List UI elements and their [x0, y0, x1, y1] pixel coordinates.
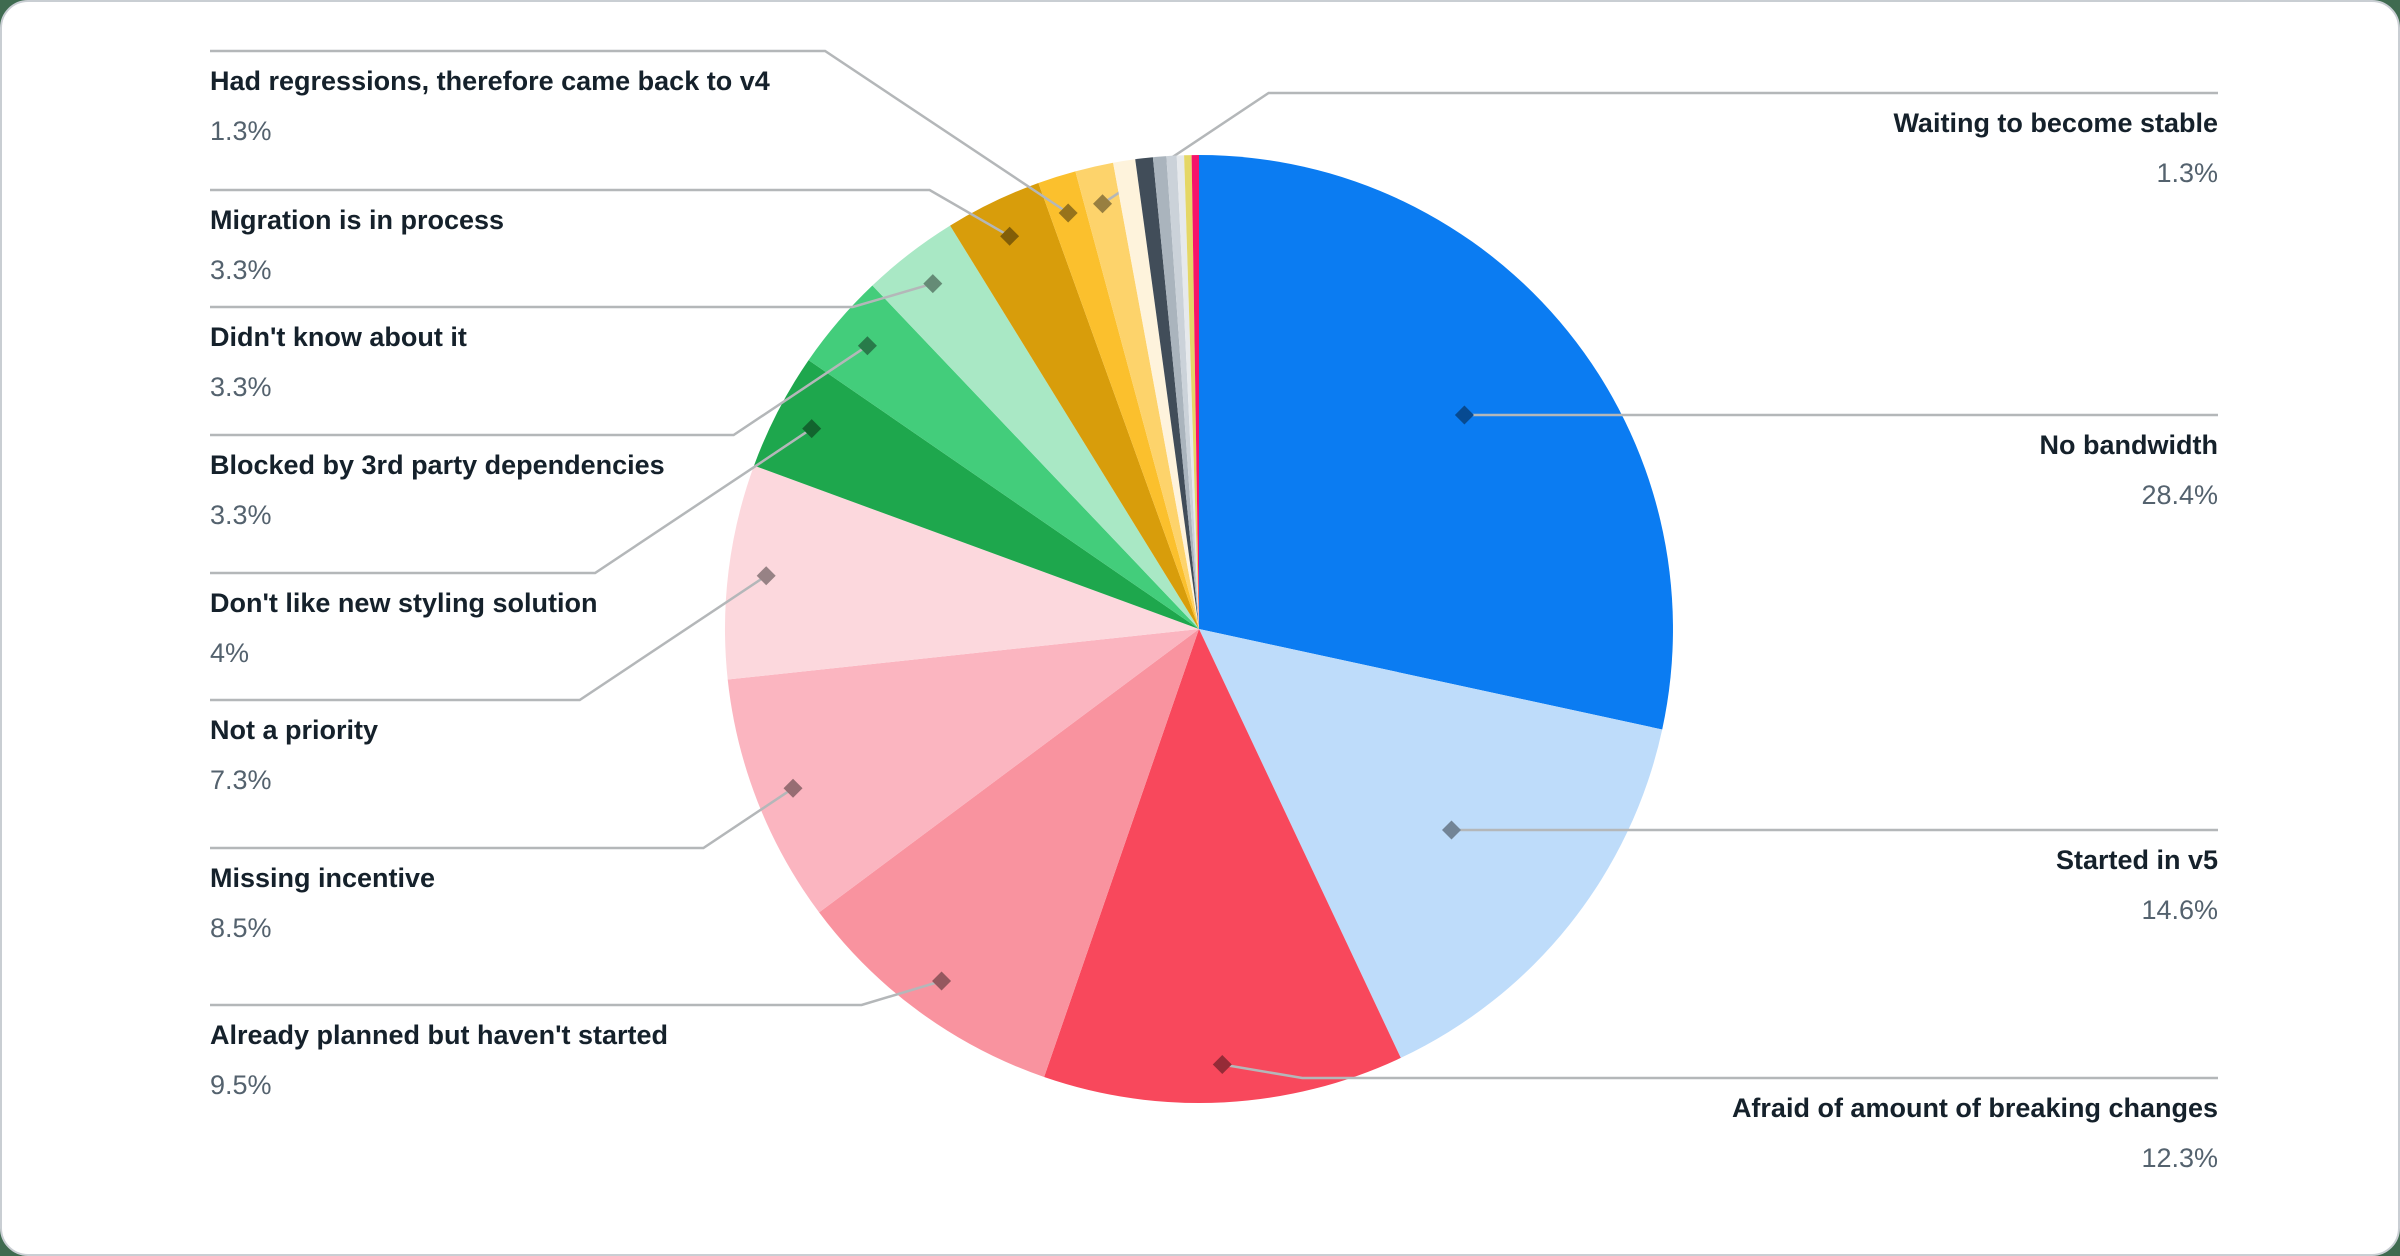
pie-slice[interactable] — [1191, 155, 1199, 629]
slice-label: Don't like new styling solution 4% — [210, 587, 597, 671]
pie-slice[interactable] — [724, 465, 1199, 680]
pie-slice[interactable] — [727, 629, 1199, 913]
leader-line — [210, 282, 934, 309]
slice-label: Missing incentive 8.5% — [210, 862, 435, 946]
pie-slice[interactable] — [1199, 155, 1673, 730]
slice-title: Missing incentive — [210, 863, 436, 893]
slice-marker — [1212, 1054, 1232, 1074]
slice-marker — [923, 274, 943, 294]
slice-title: Waiting to become stable — [1893, 108, 2218, 138]
pie-slice[interactable] — [1044, 629, 1401, 1104]
leader-line — [210, 427, 813, 575]
slice-marker — [802, 419, 822, 439]
slice-pct: 3.3% — [210, 254, 272, 285]
slice-title: Not a priority — [210, 715, 379, 745]
slice-label: Had regressions, therefore came back to … — [210, 65, 770, 149]
slice-marker — [1093, 194, 1113, 214]
slice-label: Blocked by 3rd party dependencies 3.3% — [210, 449, 665, 533]
slice-title: Migration is in process — [210, 205, 505, 235]
slice-label: No bandwidth 28.4% — [2040, 429, 2218, 513]
slice-pct: 1.3% — [210, 115, 272, 146]
slice-title: Don't like new styling solution — [210, 588, 598, 618]
slice-marker — [1454, 405, 1474, 425]
pie-slice[interactable] — [1166, 155, 1199, 630]
slice-pct: 14.6% — [2141, 894, 2218, 925]
slice-label: Already planned but haven't started 9.5% — [210, 1019, 668, 1103]
pie-slice[interactable] — [754, 360, 1199, 629]
slice-title: Started in v5 — [2055, 845, 2218, 875]
leader-line — [210, 49, 1069, 215]
slice-title: Blocked by 3rd party dependencies — [210, 450, 665, 480]
slice-pct: 8.5% — [210, 912, 272, 943]
slice-label: Didn't know about it 3.3% — [210, 321, 467, 405]
pie-slice[interactable] — [872, 225, 1199, 629]
pie-slice[interactable] — [1135, 157, 1199, 629]
pie-slice[interactable] — [1038, 171, 1199, 629]
slice-label: Not a priority 7.3% — [210, 714, 378, 798]
pie-slice[interactable] — [1152, 156, 1199, 629]
slice-title: Had regressions, therefore came back to … — [210, 66, 770, 96]
slice-pct: 28.4% — [2141, 479, 2218, 510]
pie-slice[interactable] — [1113, 159, 1199, 630]
leader-line — [210, 344, 869, 437]
slice-label: Afraid of amount of breaking changes 12.3… — [1732, 1092, 2218, 1176]
slice-marker — [783, 778, 803, 798]
leader-line — [210, 787, 794, 850]
slice-marker — [1442, 820, 1462, 840]
slice-title: Afraid of amount of breaking changes — [1731, 1093, 2218, 1123]
slice-title: Didn't know about it — [210, 322, 467, 352]
pie-slice[interactable] — [950, 183, 1199, 629]
slice-pct: 4% — [210, 637, 250, 668]
slice-pct: 12.3% — [2141, 1142, 2218, 1173]
leader-line — [210, 979, 942, 1007]
slice-marker — [1058, 203, 1078, 223]
slice-pct: 3.3% — [210, 499, 272, 530]
slice-label: Migration is in process 3.3% — [210, 204, 504, 288]
pie-slice[interactable] — [819, 629, 1199, 1077]
pie-slice[interactable] — [1184, 155, 1199, 629]
slice-title: No bandwidth — [2039, 430, 2218, 460]
leader-line — [210, 574, 767, 702]
slice-marker — [857, 336, 877, 356]
pie-slice[interactable] — [808, 285, 1199, 630]
slice-label: Started in v5 14.6% — [2056, 844, 2218, 928]
slice-pct: 9.5% — [210, 1069, 272, 1100]
pie-slice[interactable] — [1199, 629, 1663, 1058]
pie-slice[interactable] — [1075, 162, 1199, 630]
leader-line — [1222, 1063, 2218, 1080]
slice-marker — [756, 566, 776, 586]
slice-title: Already planned but haven't started — [210, 1020, 669, 1050]
slice-marker — [932, 971, 952, 991]
slice-label: Waiting to become stable 1.3% — [1893, 107, 2218, 191]
slice-marker — [1000, 226, 1020, 246]
leader-line — [210, 188, 1011, 238]
slice-pct: 1.3% — [2156, 157, 2218, 188]
slice-pct: 3.3% — [210, 371, 272, 402]
pie-slice[interactable] — [1176, 155, 1199, 629]
slice-pct: 7.3% — [210, 764, 272, 795]
